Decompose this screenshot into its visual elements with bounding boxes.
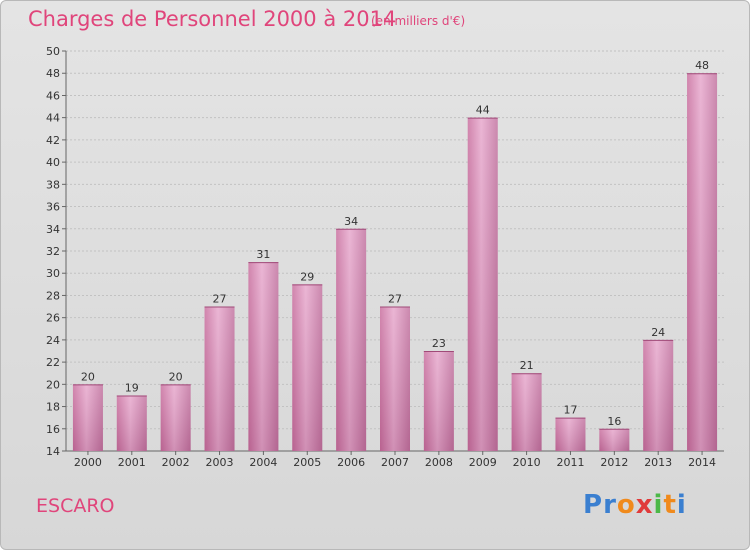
- logo-letter: i: [676, 490, 687, 520]
- data-label: 48: [695, 59, 709, 72]
- y-tick-label: 44: [46, 112, 60, 125]
- logo-letter: P: [583, 490, 604, 520]
- data-label: 16: [607, 415, 621, 428]
- bar-shade: [116, 395, 147, 451]
- chart-subtitle: (en milliers d'€): [371, 14, 466, 28]
- y-tick-label: 42: [46, 134, 60, 147]
- data-label: 44: [476, 104, 490, 117]
- logo-letter: o: [616, 490, 636, 520]
- data-label: 31: [256, 248, 270, 261]
- x-tick-label: 2001: [118, 456, 146, 469]
- logo-letter: x: [635, 490, 654, 520]
- data-label: 20: [81, 370, 95, 383]
- y-tick-label: 24: [46, 334, 60, 347]
- bar-shade: [643, 339, 674, 451]
- y-tick-label: 34: [46, 223, 60, 236]
- x-tick-label: 2007: [381, 456, 409, 469]
- commune-name: ESCARO: [36, 495, 115, 517]
- y-tick-label: 40: [46, 156, 60, 169]
- logo-letter: t: [663, 490, 677, 520]
- bar-shade: [380, 306, 410, 451]
- logo-letter: r: [603, 490, 617, 520]
- data-label: 27: [213, 293, 227, 306]
- y-tick-label: 32: [46, 245, 60, 258]
- x-tick-label: 2000: [74, 456, 102, 469]
- data-label: 21: [520, 359, 534, 372]
- x-tick-label: 2008: [425, 456, 453, 469]
- x-tick-label: 2002: [162, 456, 190, 469]
- x-tick-label: 2003: [206, 456, 234, 469]
- data-label: 20: [169, 370, 183, 383]
- bar-shade: [204, 306, 235, 451]
- y-tick-label: 50: [46, 45, 60, 58]
- x-tick-label: 2014: [688, 456, 716, 469]
- y-tick-label: 36: [46, 201, 60, 214]
- bar-shade: [248, 262, 279, 451]
- data-label: 17: [563, 404, 577, 417]
- x-tick-label: 2009: [469, 456, 497, 469]
- logo-letter: i: [653, 490, 664, 520]
- x-tick-label: 2004: [249, 456, 277, 469]
- bar-shade: [687, 73, 718, 451]
- data-label: 24: [651, 326, 665, 339]
- x-tick-label: 2010: [513, 456, 541, 469]
- data-label: 23: [432, 337, 446, 350]
- data-label: 27: [388, 293, 402, 306]
- y-tick-label: 14: [46, 445, 60, 458]
- data-label: 34: [344, 215, 358, 228]
- x-tick-label: 2012: [600, 456, 628, 469]
- bar-shade: [160, 384, 191, 451]
- bar-shade: [423, 351, 454, 451]
- y-tick-label: 28: [46, 289, 60, 302]
- bar-shade: [72, 384, 103, 451]
- proxiti-logo: Proxiti: [583, 490, 687, 520]
- x-tick-label: 2005: [293, 456, 321, 469]
- x-tick-label: 2006: [337, 456, 365, 469]
- y-tick-label: 26: [46, 312, 60, 325]
- bar-shade: [292, 284, 323, 451]
- y-tick-label: 16: [46, 423, 60, 436]
- y-tick-label: 48: [46, 67, 60, 80]
- bar-shade: [599, 428, 630, 451]
- chart-title: Charges de Personnel 2000 à 2014: [28, 7, 397, 31]
- y-tick-label: 38: [46, 178, 60, 191]
- bar-shade: [336, 228, 367, 451]
- bar-shade: [511, 373, 542, 451]
- x-tick-label: 2011: [556, 456, 584, 469]
- y-tick-label: 18: [46, 401, 60, 414]
- bar-shade: [555, 417, 586, 451]
- y-tick-label: 46: [46, 89, 60, 102]
- data-label: 29: [300, 270, 314, 283]
- bar-shade: [467, 117, 498, 452]
- y-tick-label: 20: [46, 378, 60, 391]
- y-tick-label: 22: [46, 356, 60, 369]
- data-label: 19: [125, 381, 139, 394]
- y-tick-label: 30: [46, 267, 60, 280]
- x-tick-label: 2013: [644, 456, 672, 469]
